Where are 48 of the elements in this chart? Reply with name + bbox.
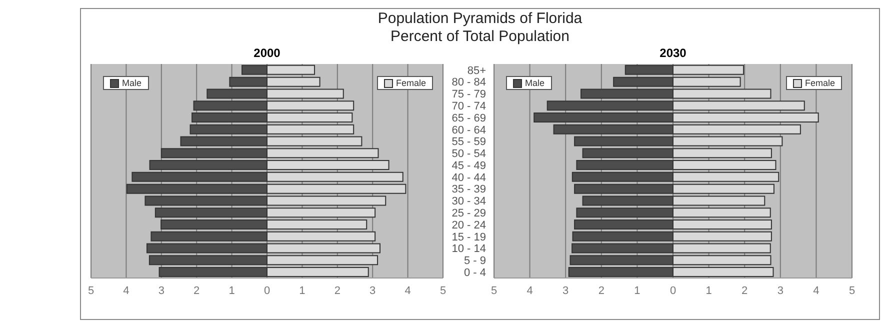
legend-label: Female: [376, 76, 433, 90]
x-tick-label: 4: [123, 284, 130, 297]
y-tick-label: 10 - 14: [452, 243, 486, 256]
x-tick-label: 2: [742, 284, 748, 297]
y-tick-label: 80 - 84: [452, 76, 486, 89]
y-tick-label: 0 - 4: [464, 266, 486, 279]
y-tick-label: 20 - 24: [452, 219, 486, 232]
x-tick-label: 3: [777, 284, 784, 297]
x-tick-label: 1: [634, 284, 640, 297]
x-tick-label: 4: [526, 284, 533, 297]
y-tick-label: 60 - 64: [452, 124, 486, 136]
y-tick-label: 15 - 19: [452, 231, 486, 244]
y-tick-label: 85+: [467, 64, 486, 77]
chart-title: 2030: [658, 45, 688, 62]
x-tick-label: 2: [194, 284, 200, 297]
x-tick-label: 0: [264, 284, 270, 297]
x-tick-label: 0: [670, 284, 676, 297]
legend-label: Female: [786, 76, 842, 90]
y-tick-label: 55 - 59: [452, 136, 486, 148]
legend-label: Male: [103, 76, 149, 90]
legend-label: Male: [506, 76, 552, 90]
y-tick-label: 75 - 79: [452, 88, 486, 101]
y-tick-label: 45 - 49: [452, 160, 486, 172]
y-tick-label: 5 - 9: [464, 255, 486, 268]
text: Population Pyramids of Florida: [376, 10, 584, 28]
text: Percent of Total Population: [389, 28, 570, 46]
y-tick-label: 30 - 34: [452, 196, 486, 208]
x-tick-label: 2: [334, 284, 340, 297]
y-tick-label: 35 - 39: [452, 184, 486, 196]
x-tick-label: 2: [598, 284, 604, 297]
y-tick-label: 70 - 74: [452, 100, 486, 113]
x-tick-label: 5: [440, 284, 446, 297]
x-tick-label: 5: [88, 284, 94, 297]
y-tick-label: 65 - 69: [452, 112, 486, 124]
x-tick-label: 3: [562, 284, 569, 297]
y-tick-label: 50 - 54: [452, 148, 486, 160]
y-tick-label: 40 - 44: [452, 172, 486, 184]
x-tick-label: 1: [299, 284, 306, 297]
x-tick-label: 3: [158, 284, 164, 297]
x-tick-label: 5: [848, 284, 856, 297]
x-tick-label: 3: [370, 284, 376, 297]
x-tick-label: 4: [404, 284, 411, 297]
y-tick-label: 25 - 29: [452, 208, 486, 220]
chart-title: 2000: [252, 45, 282, 62]
x-tick-label: 1: [228, 284, 235, 297]
x-tick-label: 4: [813, 284, 820, 297]
x-tick-label: 5: [490, 284, 498, 297]
x-tick-label: 1: [706, 284, 712, 297]
